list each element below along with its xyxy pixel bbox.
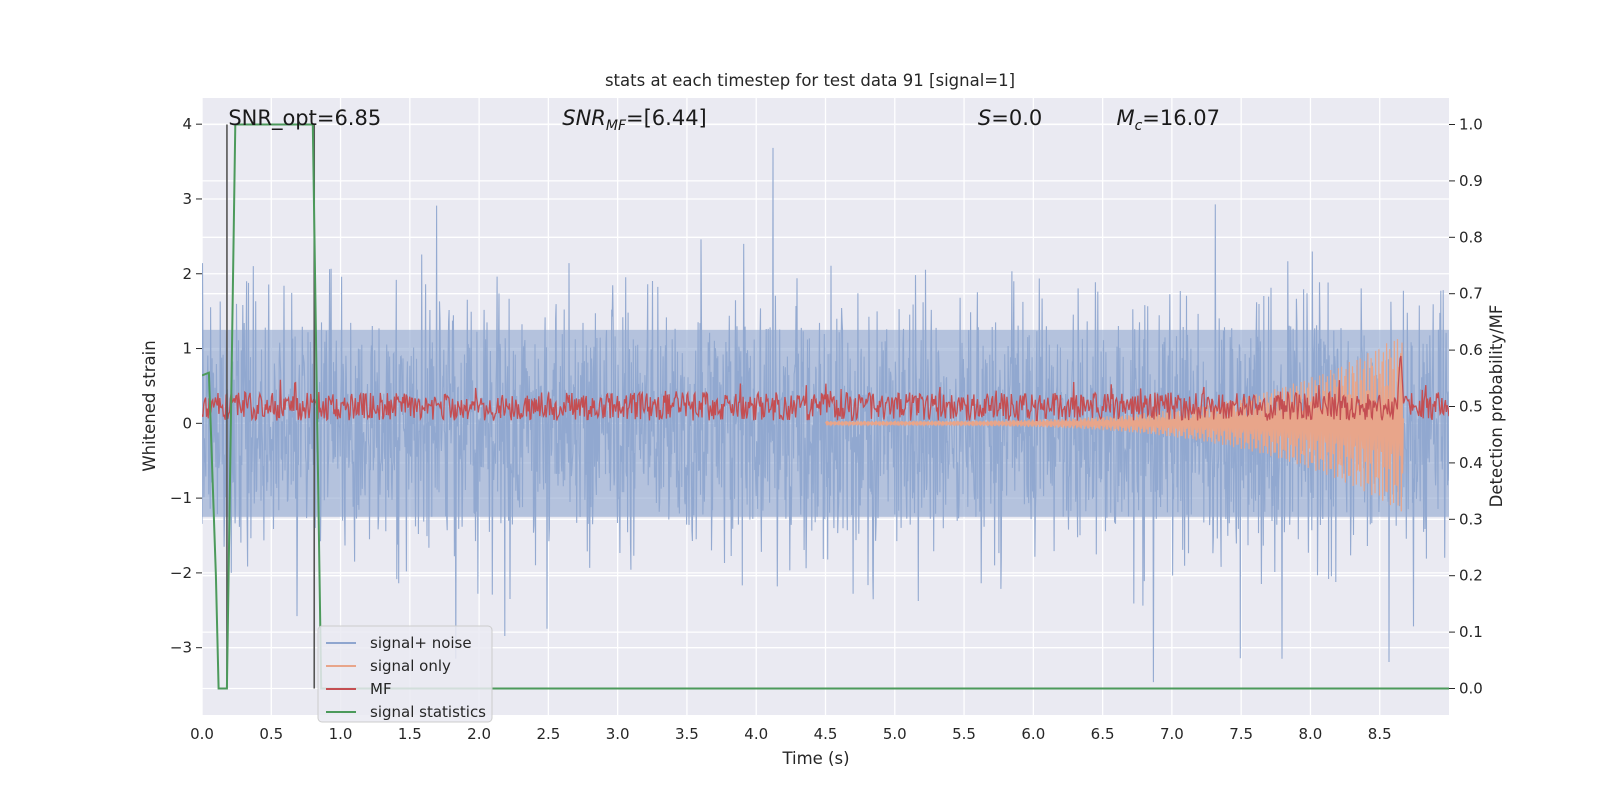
y-right-tick-label: 0.3 <box>1459 510 1483 528</box>
series-mf <box>202 355 1449 422</box>
y-right-tick-label: 0.1 <box>1459 623 1483 641</box>
chart-title: stats at each timestep for test data 91 … <box>605 71 1015 90</box>
annotation-main: SNR <box>562 106 606 130</box>
signal-only-line <box>824 339 1404 512</box>
x-tick-label: 7.0 <box>1160 725 1184 743</box>
x-tick-label: 8.0 <box>1299 725 1323 743</box>
y-right-tick-label: 0.0 <box>1459 679 1483 697</box>
x-tick-label: 1.0 <box>329 725 353 743</box>
y-right-axis-label: Detection probability/MF <box>1487 305 1506 508</box>
annotations: SNR_opt=6.85 SNRMF=[6.44] S=0.0 Mc=16.07 <box>228 106 1220 134</box>
y-left-tick-label: 4 <box>182 115 192 133</box>
x-tick-label: 3.0 <box>606 725 630 743</box>
y-left-tick-label: 0 <box>182 414 192 432</box>
x-tick-label: 5.0 <box>883 725 907 743</box>
legend-label: signal+ noise <box>370 634 472 652</box>
legend-box <box>317 625 493 723</box>
annotation-3: Mc=16.07 <box>1116 106 1220 134</box>
annotation-2: S=0.0 <box>978 106 1042 130</box>
y-left-axis-label: Whitened strain <box>140 340 159 471</box>
x-tick-label: 0.0 <box>190 725 214 743</box>
x-tick-label: 4.0 <box>744 725 768 743</box>
y-right-tick-label: 0.7 <box>1459 285 1483 303</box>
series-signal-statistics <box>202 123 1449 690</box>
annotation-main: M <box>1116 106 1134 130</box>
y-right-tick-label: 0.9 <box>1459 172 1483 190</box>
annotation-rest: =[6.44] <box>626 106 707 130</box>
annotation-rest: =0.0 <box>991 106 1042 130</box>
x-tick-label: 0.5 <box>259 725 283 743</box>
x-tick-label: 6.0 <box>1021 725 1045 743</box>
x-tick-label: 6.5 <box>1091 725 1115 743</box>
y-right-tick-label: 0.8 <box>1459 228 1483 246</box>
annotation-main: S <box>978 106 991 130</box>
y-right-tick-label: 0.6 <box>1459 341 1483 359</box>
x-tick-label: 2.0 <box>467 725 491 743</box>
signal-statistics-line <box>202 123 1449 690</box>
y-left-tick-label: −1 <box>170 489 192 507</box>
y-left-tick-label: −2 <box>170 564 192 582</box>
x-tick-label: 3.5 <box>675 725 699 743</box>
annotation-rest: =16.07 <box>1142 106 1220 130</box>
x-tick-label: 2.5 <box>536 725 560 743</box>
series-signal-only <box>824 339 1404 512</box>
y-right-tick-label: 0.4 <box>1459 454 1483 472</box>
annotation-sub: c <box>1135 118 1143 134</box>
x-tick-label: 8.5 <box>1368 725 1392 743</box>
y-right-axis-ticks: 1.0 0.9 0.8 0.7 0.6 0.5 0.4 0.3 0.2 0.1 0.0 <box>1449 116 1483 697</box>
x-tick-label: 5.5 <box>952 725 976 743</box>
y-left-axis-ticks: 4 3 2 1 0 −1 −2 −3 <box>170 115 202 657</box>
x-tick-label: 7.5 <box>1229 725 1253 743</box>
y-right-tick-label: 1.0 <box>1459 116 1483 134</box>
annotation-sub: MF <box>606 118 627 134</box>
x-axis-label: Time (s) <box>781 749 849 768</box>
y-left-tick-label: −3 <box>170 639 192 657</box>
y-left-tick-label: 3 <box>182 190 192 208</box>
y-left-tick-label: 2 <box>182 265 192 283</box>
legend-label: signal only <box>370 657 451 675</box>
y-right-tick-label: 0.5 <box>1459 398 1483 416</box>
x-tick-label: 1.5 <box>398 725 422 743</box>
annotation-0: SNR_opt=6.85 <box>228 106 381 131</box>
legend: signal+ noise signal only MF signal statist… <box>317 625 493 723</box>
annotation-1: SNRMF=[6.44] <box>562 106 707 134</box>
legend-label: MF <box>370 680 392 698</box>
y-right-tick-label: 0.2 <box>1459 567 1483 585</box>
y-left-tick-label: 1 <box>182 340 192 358</box>
mf-line <box>202 355 1449 422</box>
x-tick-label: 4.5 <box>814 725 838 743</box>
x-axis-ticks: 0.0 0.5 1.0 1.5 2.0 2.5 3.0 3.5 4.0 4.5 5.0 5.5 6.0 6… <box>190 725 1392 743</box>
legend-label: signal statistics <box>370 703 486 721</box>
